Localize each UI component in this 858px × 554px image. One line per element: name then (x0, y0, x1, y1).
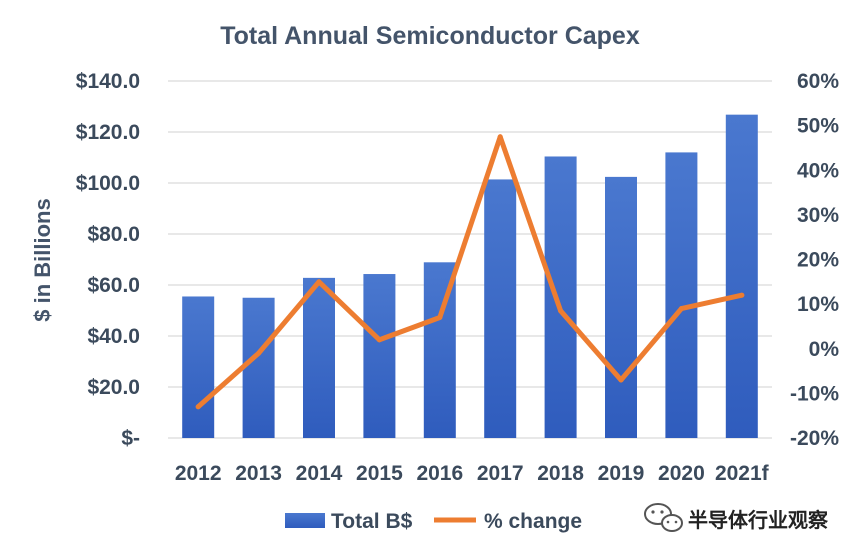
change-point-2016 (437, 315, 443, 321)
y2-tick-label: -10% (790, 382, 839, 405)
watermark-text: 半导体行业观察 (688, 508, 829, 532)
change-point-2014 (316, 279, 322, 285)
bar-2012 (182, 296, 215, 438)
x-tick-label: 2012 (175, 462, 222, 485)
y-axis-label: $ in Billions (30, 198, 55, 321)
x-tick-label: 2021f (715, 462, 770, 485)
bar-2018 (544, 156, 577, 439)
y2-tick-label: 50% (797, 115, 839, 138)
x-tick-label: 2020 (658, 462, 705, 485)
y-tick-label: $80.0 (87, 223, 140, 246)
y2-tick-label: 40% (797, 159, 839, 182)
legend-label-total: Total B$ (331, 510, 413, 533)
x-tick-label: 2013 (235, 462, 282, 485)
y-tick-label: $20.0 (87, 376, 140, 399)
y2-tick-label: 30% (797, 204, 839, 227)
x-tick-label: 2015 (356, 462, 403, 485)
y-axis-right: -20% -10% 0% 10% 20% 30% 40% 50% 60% (790, 70, 839, 450)
x-tick-label: 2016 (416, 462, 463, 485)
legend-label-change: % change (484, 510, 582, 533)
bar-2019 (605, 176, 637, 438)
y-tick-label: $60.0 (87, 274, 140, 297)
y2-tick-label: 10% (797, 293, 839, 316)
y-tick-label: $140.0 (76, 70, 140, 93)
y2-tick-label: 0% (809, 338, 840, 361)
x-tick-label: 2019 (598, 462, 645, 485)
change-point-2017 (497, 134, 503, 140)
y2-tick-label: 60% (797, 70, 839, 93)
change-point-2015 (376, 337, 382, 343)
legend-swatch-total (285, 513, 325, 528)
bar-2015 (363, 274, 396, 438)
bar-2021f (725, 114, 758, 438)
x-tick-label: 2018 (537, 462, 584, 485)
change-point-2021f (739, 292, 745, 298)
bars (182, 114, 758, 439)
change-point-2012 (195, 404, 201, 410)
bar-2017 (484, 179, 517, 438)
y-tick-label: $120.0 (76, 121, 140, 144)
change-point-2019 (618, 377, 624, 383)
x-axis: 2012 2013 2014 2015 2016 2017 2018 2019 2020 2021… (175, 462, 770, 485)
wechat-icon (644, 503, 683, 532)
percent-change-polyline (195, 134, 745, 410)
legend: Total B$ % change (285, 510, 582, 533)
y-tick-label: $40.0 (87, 325, 140, 348)
y-tick-label: $- (121, 427, 140, 450)
y2-tick-label: 20% (797, 249, 839, 272)
bar-2014 (303, 277, 335, 438)
change-point-2020 (678, 306, 684, 312)
y-tick-label: $100.0 (76, 172, 140, 195)
percent-change-line (195, 134, 745, 410)
change-point-2013 (256, 350, 262, 356)
bar-2013 (242, 297, 275, 438)
chart-title: Total Annual Semiconductor Capex (220, 22, 640, 50)
change-point-2018 (558, 308, 564, 314)
y-axis-left: $- $20.0 $40.0 $60.0 $80.0 $100.0 $120.0 $140.0 (76, 70, 140, 450)
x-tick-label: 2017 (477, 462, 524, 485)
watermark: 半导体行业观察 (644, 503, 829, 532)
y2-tick-label: -20% (790, 427, 839, 450)
bar-2020 (665, 152, 698, 438)
x-tick-label: 2014 (296, 462, 343, 485)
